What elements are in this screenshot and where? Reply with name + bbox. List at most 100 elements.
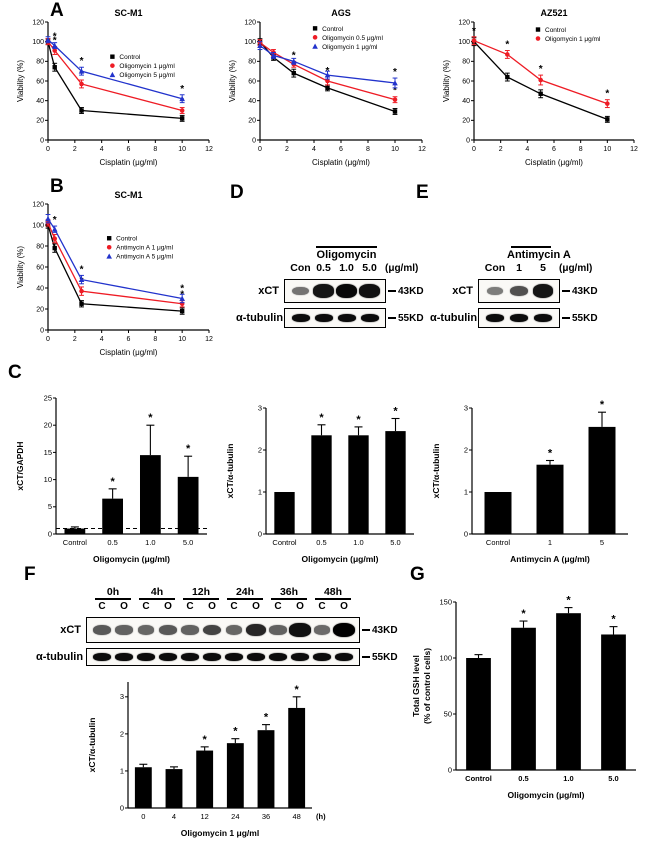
blot-membrane — [86, 648, 360, 666]
significance-star: * — [180, 283, 184, 294]
category-label: 0.5 — [316, 538, 326, 547]
blot-band — [225, 625, 243, 635]
data-point — [538, 91, 543, 96]
category-label: Control — [465, 774, 492, 783]
blot-band — [510, 285, 528, 297]
category-label: 1.0 — [353, 538, 363, 547]
data-point — [257, 42, 263, 48]
svg-text:0: 0 — [258, 529, 262, 538]
x-axis-label: Oligomycin 1 μg/ml — [181, 828, 259, 838]
significance-star: * — [148, 412, 153, 424]
data-point — [535, 27, 541, 32]
panel-label-d: D — [230, 182, 244, 203]
data-point — [79, 301, 84, 306]
svg-text:4: 4 — [312, 146, 316, 153]
significance-star: * — [233, 726, 238, 738]
bar — [484, 492, 512, 534]
blot-time-label: 24h — [235, 586, 255, 598]
data-point — [52, 236, 58, 241]
data-point — [45, 215, 51, 222]
blot-band — [291, 314, 310, 322]
blot-membrane — [284, 308, 386, 328]
category-label: 12 — [200, 812, 208, 821]
data-point — [505, 74, 510, 80]
blot-protein-label: xCT — [60, 624, 81, 636]
svg-text:120: 120 — [32, 19, 44, 26]
data-point — [325, 85, 330, 91]
blot-band — [313, 284, 334, 298]
bar — [311, 435, 332, 534]
legend-entry: Antimycin A 5 μg/ml — [116, 254, 173, 261]
x-axis-label: Cisplatin (μg/ml) — [525, 158, 583, 167]
x-axis-label: Cisplatin (μg/ml) — [312, 158, 370, 167]
series-line — [47, 224, 183, 312]
svg-text:50: 50 — [444, 709, 452, 718]
category-label: 1.0 — [563, 774, 573, 783]
significance-star: * — [180, 84, 184, 95]
blot-band — [269, 653, 287, 661]
significance-star: * — [566, 595, 571, 607]
svg-text:2: 2 — [464, 445, 468, 454]
svg-text:20: 20 — [462, 118, 470, 125]
blot-mw-label: 55KD — [562, 313, 598, 324]
bar — [601, 634, 626, 770]
blot-band — [115, 653, 133, 661]
x-axis-label: Antimycin A (μg/ml) — [510, 554, 590, 564]
blot-band — [335, 653, 353, 661]
data-point — [392, 97, 398, 102]
data-point — [78, 68, 85, 74]
bar — [64, 528, 86, 534]
blot-band — [245, 623, 266, 637]
svg-text:0: 0 — [448, 765, 452, 774]
svg-text:12: 12 — [630, 146, 638, 153]
data-point — [535, 36, 541, 41]
data-point — [179, 295, 185, 301]
panel-label-a: A — [50, 0, 64, 21]
blot-mw-label: 55KD — [388, 313, 424, 324]
svg-text:1: 1 — [258, 487, 262, 496]
legend-entry: Control — [322, 26, 344, 33]
svg-text:10: 10 — [391, 146, 399, 153]
y-axis-label: xCT/α-tubulin — [225, 444, 235, 499]
blot-row: xCT 43KD — [36, 617, 398, 643]
category-label: Control — [63, 538, 88, 547]
svg-text:120: 120 — [32, 201, 44, 208]
blot-band — [335, 284, 358, 298]
blot-mw-label: 55KD — [362, 652, 398, 663]
significance-star: * — [356, 414, 361, 426]
blot-band — [360, 314, 379, 322]
bar — [274, 492, 295, 534]
svg-text:2: 2 — [285, 146, 289, 153]
svg-text:0: 0 — [258, 146, 262, 153]
blot-unit-label: (μg/ml) — [385, 263, 419, 274]
category-label: 4 — [172, 812, 176, 821]
bar-chart-total-gsh: 0 50 100 150 Control * 0.5 * 1.0 * 5.0 Oligomycin (… — [411, 595, 636, 800]
legend-entry: Oligomycin 5 μg/ml — [119, 72, 175, 79]
blot-lane-label: O — [340, 601, 348, 612]
data-point — [325, 78, 330, 84]
series-line — [47, 218, 183, 300]
blot-protein-label: xCT — [452, 285, 473, 297]
blot-band — [291, 653, 309, 661]
significance-star: * — [393, 67, 397, 78]
data-point — [79, 81, 84, 87]
svg-text:100: 100 — [244, 39, 256, 46]
svg-text:40: 40 — [462, 98, 470, 105]
data-point — [290, 58, 297, 64]
data-point — [605, 117, 610, 122]
blot-protein-label: α-tubulin — [236, 312, 284, 324]
blot-band — [487, 286, 503, 296]
svg-text:10: 10 — [178, 336, 186, 343]
data-point — [312, 26, 318, 31]
blot-lane-label: C — [142, 601, 150, 612]
svg-text:80: 80 — [462, 59, 470, 66]
y-axis-label: Viability (%) — [442, 60, 451, 102]
significance-star: * — [203, 734, 208, 746]
svg-text:4: 4 — [525, 146, 529, 153]
svg-text:6: 6 — [127, 146, 131, 153]
significance-star: * — [472, 26, 476, 37]
blot-band — [225, 653, 243, 661]
blot-header-line — [139, 598, 175, 600]
svg-text:2: 2 — [258, 445, 262, 454]
